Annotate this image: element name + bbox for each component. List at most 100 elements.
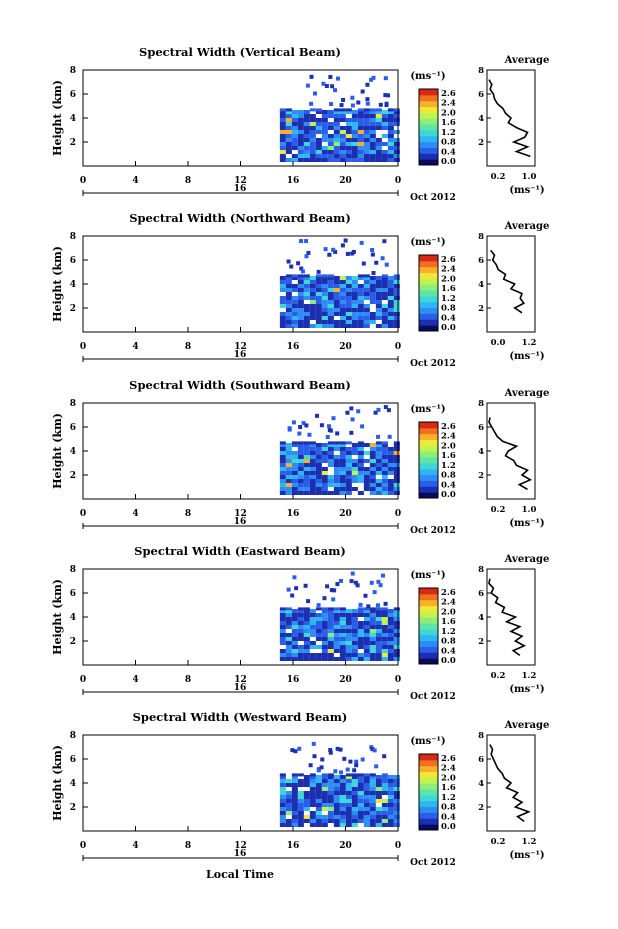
heatmap-cell bbox=[351, 308, 358, 312]
heatmap-cell bbox=[297, 126, 304, 130]
heatmap-cell bbox=[375, 146, 382, 150]
heatmap-cell bbox=[309, 819, 316, 823]
heatmap-cell bbox=[285, 146, 292, 150]
heatmap-cell bbox=[333, 142, 340, 146]
heatmap-cell bbox=[357, 114, 364, 118]
heatmap-cell bbox=[393, 316, 400, 320]
heatmap-cell bbox=[361, 261, 366, 266]
heatmap-cell bbox=[387, 110, 394, 114]
colorbar-swatch bbox=[419, 754, 438, 761]
colorbar-swatch bbox=[419, 284, 438, 291]
heatmap-cell bbox=[339, 479, 346, 483]
heatmap-cell bbox=[351, 629, 358, 633]
heatmap-cell bbox=[279, 607, 286, 611]
heatmap-cell bbox=[351, 280, 358, 284]
heatmap-cell bbox=[321, 114, 328, 118]
heatmap-cell bbox=[357, 621, 364, 625]
heatmap-cell bbox=[381, 637, 388, 641]
heatmap-cell bbox=[285, 118, 292, 122]
heatmap-cell bbox=[375, 455, 382, 459]
heatmap-cell bbox=[315, 320, 322, 324]
heatmap-cell bbox=[327, 126, 334, 130]
heatmap-cell bbox=[321, 316, 328, 320]
heatmap-cell bbox=[297, 491, 304, 495]
heatmap-cell bbox=[372, 590, 377, 595]
x-tick-label: 0 bbox=[395, 342, 401, 352]
heatmap-cell bbox=[365, 97, 370, 102]
y-tick-label: 4 bbox=[70, 613, 76, 623]
heatmap-cell bbox=[339, 108, 346, 112]
heatmap-cell bbox=[309, 292, 316, 296]
heatmap-cell bbox=[363, 146, 370, 150]
heatmap-cell bbox=[387, 158, 394, 162]
heatmap-cell bbox=[339, 475, 346, 479]
x-tick-label: 4 bbox=[132, 342, 138, 352]
colorbar-swatch bbox=[419, 588, 438, 595]
heatmap-cell bbox=[297, 811, 304, 815]
heatmap-cell bbox=[357, 633, 364, 637]
heatmap-cell bbox=[363, 154, 370, 158]
heatmap-cell bbox=[363, 276, 370, 280]
heatmap-cell bbox=[357, 304, 364, 308]
heatmap-cell bbox=[345, 653, 352, 657]
x-tick-label: 0 bbox=[80, 675, 86, 685]
heatmap-cell bbox=[381, 479, 388, 483]
heatmap-cell bbox=[315, 276, 322, 280]
heatmap-cell bbox=[369, 114, 376, 118]
heatmap-cell bbox=[375, 479, 382, 483]
heatmap-cell bbox=[297, 607, 304, 611]
heatmap-cell bbox=[339, 775, 346, 779]
heatmap-cell bbox=[279, 312, 286, 316]
heatmap-cell bbox=[303, 154, 310, 158]
heatmap-cell bbox=[381, 114, 388, 118]
heatmap-cell bbox=[357, 625, 364, 629]
heatmap-cell bbox=[285, 819, 292, 823]
heatmap-cell bbox=[309, 467, 316, 471]
heatmap-cell bbox=[333, 158, 340, 162]
average-y-tick-label: 6 bbox=[478, 423, 484, 433]
heatmap-cell bbox=[375, 304, 382, 308]
heatmap-cell bbox=[285, 126, 292, 130]
colorbar-tick-label: 2.0 bbox=[441, 773, 456, 783]
heatmap-cell bbox=[387, 324, 394, 328]
heatmap-cell bbox=[369, 154, 376, 158]
heatmap-cell bbox=[303, 613, 310, 617]
x-tick-label: 12 bbox=[234, 509, 247, 519]
heatmap-cell bbox=[309, 146, 316, 150]
heatmap-cell bbox=[309, 142, 316, 146]
heatmap-cell bbox=[375, 451, 382, 455]
heatmap-cell bbox=[327, 779, 334, 783]
heatmap-cell bbox=[387, 783, 394, 787]
heatmap-cell bbox=[291, 633, 298, 637]
heatmap-cell bbox=[351, 621, 358, 625]
heatmap-cell bbox=[376, 579, 381, 584]
heatmap-cell bbox=[363, 122, 370, 126]
heatmap-cell bbox=[357, 783, 364, 787]
heatmap-cell bbox=[375, 795, 382, 799]
heatmap-cell bbox=[315, 300, 322, 304]
heatmap-cell bbox=[369, 443, 376, 447]
heatmap-cell bbox=[387, 320, 394, 324]
heatmap-cell bbox=[387, 463, 394, 467]
heatmap-cell bbox=[363, 791, 370, 795]
heatmap-cell bbox=[366, 604, 371, 609]
colorbar-tick-label: 2.4 bbox=[441, 99, 456, 109]
heatmap-cell bbox=[321, 637, 328, 641]
heatmap-cell bbox=[363, 487, 370, 491]
heatmap-cell bbox=[333, 783, 340, 787]
heatmap-cell bbox=[339, 811, 346, 815]
heatmap-cell bbox=[297, 142, 304, 146]
heatmap-cell bbox=[291, 455, 298, 459]
heatmap-cell bbox=[363, 799, 370, 803]
colorbar-swatch bbox=[419, 439, 438, 446]
heatmap-cell bbox=[387, 292, 394, 296]
heatmap-cell bbox=[309, 447, 316, 451]
average-y-tick-label: 2 bbox=[478, 637, 484, 647]
heatmap-cell bbox=[345, 787, 352, 791]
heatmap-cell bbox=[345, 641, 352, 645]
heatmap-cell bbox=[279, 475, 286, 479]
heatmap-cell bbox=[369, 459, 376, 463]
heatmap-cell bbox=[387, 459, 394, 463]
heatmap-cell bbox=[393, 641, 400, 645]
heatmap-cell bbox=[309, 799, 316, 803]
